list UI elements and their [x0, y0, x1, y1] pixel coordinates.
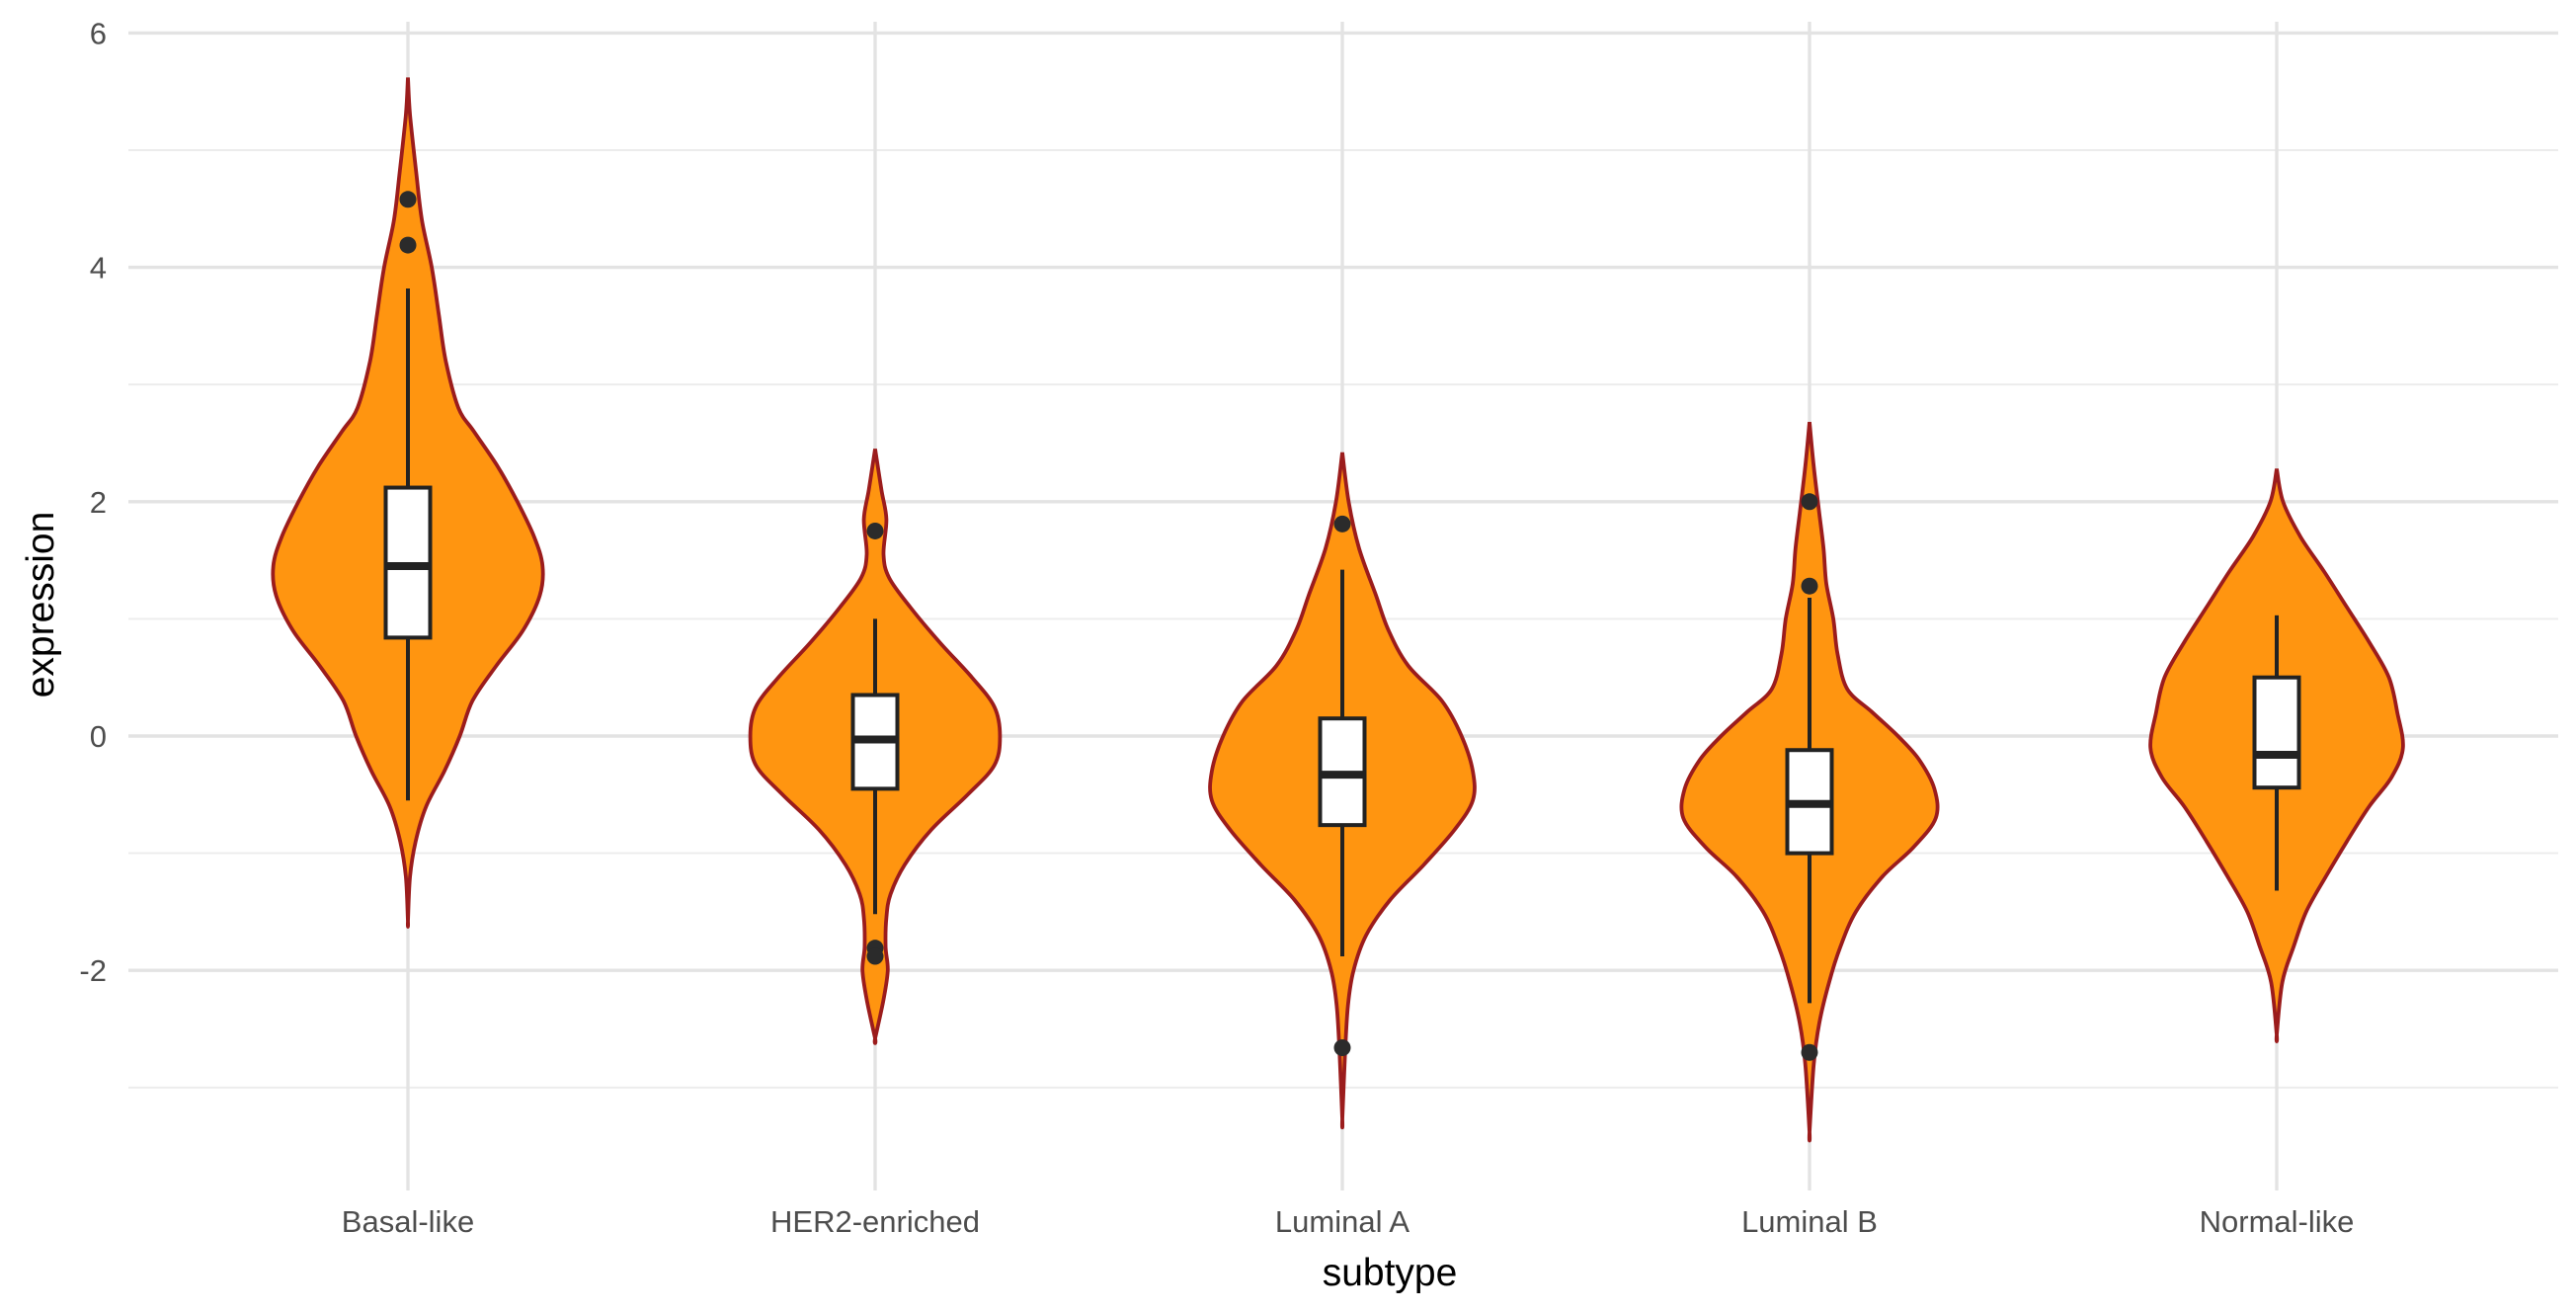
tick-labels: -2 0 2 4 6 Basal-like HER2-enriched Luminal A Lu…	[79, 16, 2354, 1239]
outlier-point	[1801, 1043, 1818, 1061]
outlier-point	[399, 236, 417, 254]
outlier-point	[1801, 577, 1818, 595]
y-tick-label: 4	[90, 251, 107, 286]
x-tick-label: Basal-like	[342, 1204, 474, 1239]
y-tick-label: 6	[90, 16, 107, 50]
y-tick-label: -2	[79, 953, 107, 988]
outlier-point	[399, 191, 417, 208]
x-axis-title: subtype	[1323, 1252, 1458, 1294]
x-tick-label: HER2-enriched	[770, 1204, 980, 1239]
outlier-point	[1801, 493, 1818, 511]
y-axis-title: expression	[20, 512, 62, 698]
iqr-box	[2252, 675, 2301, 790]
x-tick-label: Luminal A	[1275, 1204, 1409, 1239]
outlier-point	[1333, 1038, 1351, 1056]
x-tick-label: Luminal B	[1741, 1204, 1878, 1239]
violin-layer	[271, 77, 2405, 1143]
outlier-point	[1333, 515, 1351, 533]
y-tick-label: 0	[90, 719, 107, 754]
y-tick-label: 2	[90, 485, 107, 520]
outlier-point	[866, 947, 884, 965]
x-tick-label: Normal-like	[2200, 1204, 2355, 1239]
outlier-point	[866, 522, 884, 539]
